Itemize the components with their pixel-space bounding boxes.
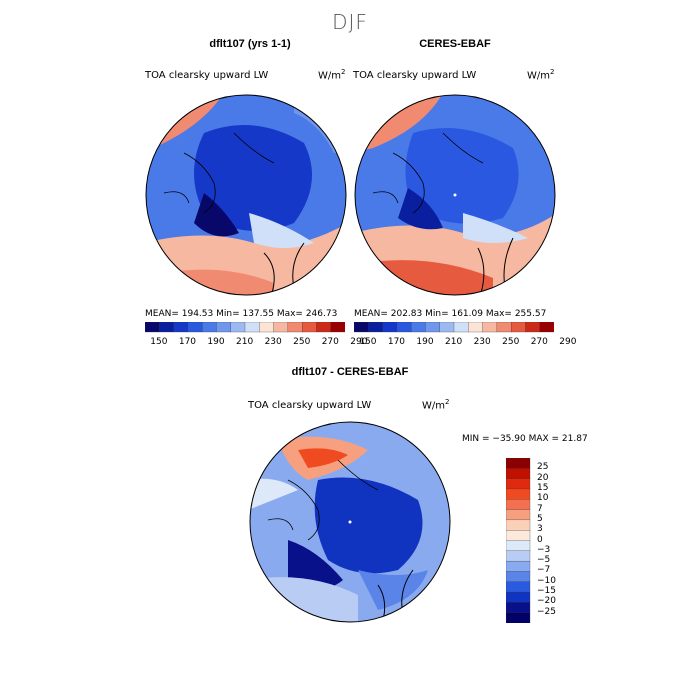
colorbar-swatch [539,322,554,333]
vertical-colorbar-swatch [506,458,531,469]
colorbar-swatch [525,322,541,333]
vertical-colorbar-swatch [506,499,531,511]
colorbar-swatch [354,322,369,333]
vertical-colorbar-label: −3 [537,544,551,555]
vertical-colorbar-swatch [506,612,531,623]
vertical-colorbar-swatch [506,509,531,521]
colorbar-swatch [159,322,175,333]
colorbar-swatch [468,322,484,333]
units-label-diff: W/m2 [422,398,450,412]
vertical-colorbar-swatch [506,591,531,603]
colorbar-swatch [482,322,498,333]
vertical-colorbar-swatch [506,488,531,500]
vertical-colorbar-label: 15 [537,482,549,493]
vertical-colorbar-swatch [506,560,531,572]
polar-map-model [145,94,347,296]
vertical-colorbar-label: 3 [537,524,543,535]
colorbar-swatch [396,322,412,333]
colorbar-swatch [173,322,189,333]
colorbar-swatch [244,322,260,333]
panel-title-diff: dflt107 - CERES-EBAF [291,366,409,378]
colorbar-tick-label: 230 [264,337,282,347]
vertical-colorbar-label: 25 [537,462,549,473]
minmax-diff: MIN = −35.90 MAX = 21.87 [462,434,588,444]
colorbar-tick-label: 190 [207,337,225,347]
colorbar-swatch [410,322,426,333]
colorbar-swatch [316,322,332,333]
colorbar-tick-label: 190 [416,337,434,347]
colorbar-tick-label: 170 [387,337,406,347]
colorbar-swatch [259,322,275,333]
polar-map-diff [249,421,451,623]
colorbar-tick-label: 150 [150,337,168,347]
colorbar-tick-label: 210 [445,337,463,347]
units-label-obs: W/m2 [527,68,555,82]
vertical-colorbar-label: −7 [537,565,551,576]
vertical-colorbar-swatch [506,571,531,583]
colorbar-tick-label: 270 [530,337,548,347]
colorbar-tick-label: 270 [321,337,339,347]
vertical-colorbar-swatch [506,602,531,614]
stats-obs: MEAN= 202.83 Min= 161.09 Max= 255.57 [354,309,547,319]
vertical-colorbar-label: 10 [537,493,549,504]
colorbar-tick-label: 210 [236,337,254,347]
colorbar-swatch [425,322,441,333]
colorbar-tick-label: 150 [359,337,377,347]
vertical-colorbar-label: −15 [537,586,556,597]
vertical-colorbar-label: 7 [537,503,543,514]
units-label-model: W/m2 [318,68,346,82]
vertical-colorbar-label: −10 [537,575,556,586]
polar-map-obs [354,94,556,296]
colorbar-swatch [496,322,512,333]
variable-label-obs: TOA clearsky upward LW [353,70,477,81]
variable-label-diff: TOA clearsky upward LW [248,400,372,411]
colorbar-swatch [287,322,303,333]
colorbar-swatch [145,322,160,333]
colorbar-obs [354,322,554,333]
vertical-colorbar-label: 0 [537,534,543,545]
vertical-colorbar [506,458,531,623]
colorbar-swatch [368,322,384,333]
variable-label-model: TOA clearsky upward LW [145,70,269,81]
colorbar-swatch [510,322,526,333]
vertical-colorbar-labels: 25 20 15 10 7 5 3 0 −3 −5 −7 −10 −15 −20 −25 [537,458,577,623]
vertical-colorbar-swatch [506,530,531,541]
vertical-colorbar-label: −20 [537,596,556,607]
colorbar-tick-label: 170 [178,337,197,347]
colorbar-swatch [273,322,289,333]
colorbar-tick-label: 290 [559,337,577,347]
vertical-colorbar-label: 5 [537,513,543,524]
vertical-colorbar-swatch [506,550,531,562]
vertical-colorbar-swatch [506,478,531,490]
vertical-colorbar-swatch [506,581,531,593]
colorbar-ticks-model: 150 170 190 210 230 250 270 290 [145,337,367,349]
colorbar-tick-label: 250 [502,337,520,347]
panel-title-obs: CERES-EBAF [419,38,491,50]
colorbar-swatch [439,322,455,333]
colorbar-tick-label: 290 [350,337,368,347]
vertical-colorbar-swatch [506,519,531,531]
vertical-colorbar-label: −25 [537,606,556,617]
colorbar-swatch [230,322,246,333]
colorbar-ticks-obs: 150 170 190 210 230 250 270 290 [354,337,576,349]
colorbar-swatch [216,322,232,333]
colorbar-model [145,322,345,333]
colorbar-tick-label: 230 [473,337,491,347]
colorbar-swatch [382,322,398,333]
vertical-colorbar-label: 20 [537,472,549,483]
stats-model: MEAN= 194.53 Min= 137.55 Max= 246.73 [145,309,338,319]
colorbar-swatch [301,322,317,333]
colorbar-swatch [330,322,345,333]
panel-title-model: dflt107 (yrs 1-1) [209,38,291,50]
colorbar-swatch [201,322,217,333]
season-title: DJF [332,10,368,34]
vertical-colorbar-label: −5 [537,555,551,566]
colorbar-swatch [453,322,469,333]
colorbar-swatch [187,322,203,333]
colorbar-tick-label: 250 [293,337,311,347]
vertical-colorbar-swatch [506,540,531,552]
vertical-colorbar-swatch [506,468,531,480]
